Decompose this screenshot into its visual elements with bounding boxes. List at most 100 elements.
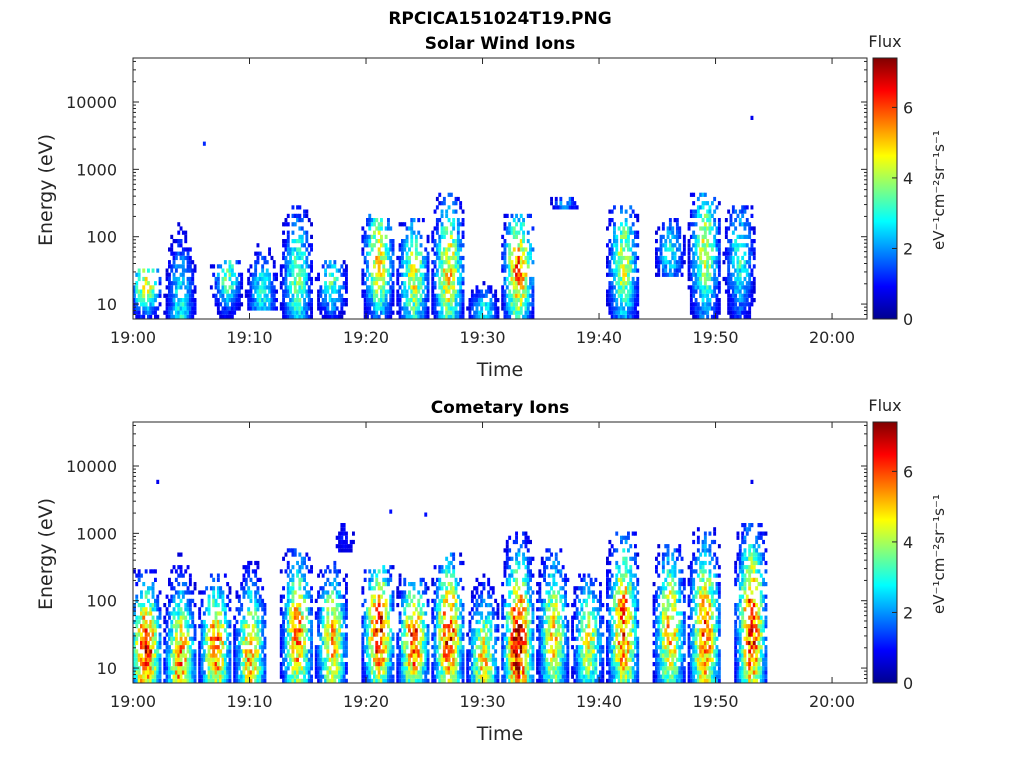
heatmap-cell [624,255,628,261]
heatmap-cell [414,649,418,654]
heatmap-cell [391,594,395,599]
x-tick-label: 19:10 [226,328,272,347]
heatmap-cell [181,594,185,599]
heatmap-cell [165,276,169,282]
heatmap-cell [613,276,616,282]
heatmap-cell [724,234,728,239]
heatmap-cell [228,276,232,282]
heatmap-cell [186,565,190,570]
heatmap-cell [508,272,512,277]
heatmap-cell [340,539,344,545]
heatmap-cell [331,670,334,675]
heatmap-cell [221,590,225,595]
heatmap-cell [174,302,178,307]
heatmap-cell [675,272,679,277]
heatmap-cell [282,640,285,646]
heatmap-cell [370,636,374,641]
heatmap-cell [391,607,395,612]
heatmap-cell [694,281,698,286]
heatmap-cell [524,298,528,303]
heatmap-cell [694,213,698,218]
heatmap-cell [305,260,309,265]
heatmap-cell [701,310,705,315]
heatmap-cell [338,619,341,625]
heatmap-cell [366,666,369,671]
heatmap-cell [228,586,232,591]
heatmap-cell [412,670,416,675]
heatmap-cell [692,201,696,206]
heatmap-cell [715,276,719,282]
heatmap-cell [174,569,178,574]
heatmap-cell [368,298,372,303]
heatmap-cell [391,645,395,650]
heatmap-cell [699,268,703,273]
heatmap-cell [270,285,274,290]
heatmap-cell [624,302,628,307]
heatmap-cell [300,293,304,298]
heatmap-cell [424,247,428,252]
heatmap-cell [165,293,169,298]
heatmap-cell [263,670,267,675]
heatmap-cell [410,598,414,603]
heatmap-cell [284,218,288,223]
heatmap-cell [172,666,176,671]
heatmap-cell [461,653,465,658]
heatmap-cell [461,298,465,303]
heatmap-cell [219,289,223,294]
heatmap-cell [717,310,721,315]
heatmap-cell [387,670,390,675]
heatmap-cell [174,662,178,667]
heatmap-cell [447,243,451,248]
heatmap-cell [370,298,374,303]
heatmap-cell [296,645,299,650]
heatmap-cell [300,264,304,269]
heatmap-cell [454,607,458,612]
heatmap-cell [470,678,474,683]
heatmap-cell [435,670,439,675]
heatmap-cell [373,615,376,620]
heatmap-cell [216,670,220,675]
heatmap-cell [251,298,255,303]
heatmap-cell [135,272,139,277]
heatmap-cell [522,272,525,277]
heatmap-cell [368,674,372,679]
heatmap-cell [398,594,402,599]
heatmap-cell [282,289,285,294]
heatmap-cell [186,662,190,667]
heatmap-cell [361,653,365,658]
heatmap-cell [188,624,192,629]
heatmap-cell [233,632,237,637]
heatmap-cell [188,653,192,658]
heatmap-cell [627,230,630,235]
heatmap-cell [244,649,248,654]
heatmap-cell [452,281,456,286]
heatmap-cell [452,285,456,290]
heatmap-cell [212,653,216,658]
heatmap-cell [503,251,507,256]
heatmap-cell [284,302,288,307]
heatmap-cell [338,624,341,629]
figure-title: RPCICA151024T19.PNG [388,9,611,29]
heatmap-cell [300,632,304,637]
heatmap-cell [254,607,258,612]
heatmap-cell [179,662,183,667]
heatmap-cell [387,268,390,273]
heatmap-cell [403,666,407,671]
heatmap-cell [426,636,430,641]
heatmap-cell [724,218,728,223]
heatmap-cell [298,255,302,261]
heatmap-cell [363,234,367,239]
heatmap-cell [342,310,346,315]
heatmap-cell [361,251,365,256]
heatmap-cell [193,285,197,290]
heatmap-cell [431,653,435,658]
heatmap-cell [324,298,327,303]
heatmap-cell [214,666,218,671]
x-tick-label: 19:50 [692,328,738,347]
heatmap-cell [401,603,404,608]
heatmap-cell [380,226,383,231]
heatmap-cell [440,594,444,599]
heatmap-cell [154,640,157,646]
heatmap-cell [708,298,712,303]
heatmap-cell [282,670,285,675]
